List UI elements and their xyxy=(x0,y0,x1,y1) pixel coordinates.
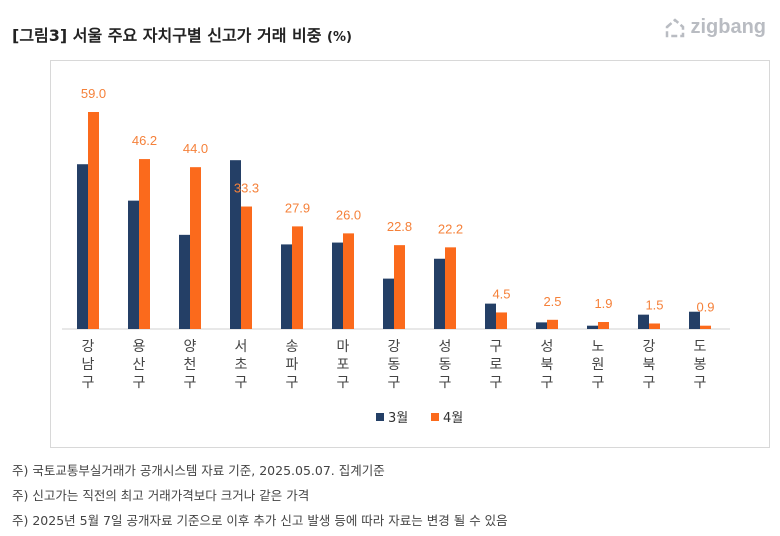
category-label: 봉 xyxy=(694,357,707,373)
data-label: 0.9 xyxy=(696,300,714,315)
bar-4월-성동구 xyxy=(445,247,456,329)
bar-3월-도봉구 xyxy=(689,311,700,329)
bar-4월-노원구 xyxy=(598,322,609,329)
legend-label: 3월 xyxy=(388,411,408,426)
category-label: 강 xyxy=(643,339,656,355)
data-label: 33.3 xyxy=(234,181,259,196)
category-label: 송 xyxy=(286,339,299,355)
bar-4월-강남구 xyxy=(88,112,99,329)
title-text: [그림3] 서울 주요 자치구별 신고가 거래 비중 xyxy=(12,26,322,45)
bar-4월-구로구 xyxy=(496,312,507,329)
category-label: 동 xyxy=(388,357,401,373)
category-label: 강 xyxy=(82,339,95,355)
bar-4월-송파구 xyxy=(292,226,303,329)
bar-3월-마포구 xyxy=(332,242,343,329)
footnote: 주) 국토교통부실거래가 공개시스템 자료 기준, 2025.05.07. 집계… xyxy=(12,463,385,478)
category-label: 구 xyxy=(388,375,401,391)
logo-text: zigbang xyxy=(690,16,766,38)
chart-frame xyxy=(50,60,770,448)
data-label: 26.0 xyxy=(336,207,361,222)
category-label: 구 xyxy=(541,375,554,391)
category-label: 구 xyxy=(82,375,95,391)
data-label: 1.5 xyxy=(645,297,663,312)
category-label: 양 xyxy=(184,339,197,355)
category-label: 초 xyxy=(235,357,248,373)
category-label: 산 xyxy=(133,357,146,373)
category-label: 파 xyxy=(286,357,299,373)
title-unit: (%) xyxy=(327,30,352,45)
category-label: 구 xyxy=(694,375,707,391)
zigbang-logo: zigbang xyxy=(664,16,766,39)
category-label: 성 xyxy=(541,339,554,355)
category-label: 구 xyxy=(490,375,503,391)
data-label: 1.9 xyxy=(594,296,612,311)
bar-3월-서초구 xyxy=(230,160,241,329)
category-label: 구 xyxy=(184,375,197,391)
bar-4월-서초구 xyxy=(241,206,252,329)
category-label: 구 xyxy=(643,375,656,391)
legend-swatch xyxy=(376,413,384,421)
category-label: 동 xyxy=(439,357,452,373)
bar-3월-용산구 xyxy=(128,200,139,329)
data-label: 59.0 xyxy=(81,86,106,101)
bar-3월-성북구 xyxy=(536,322,547,329)
category-label: 남 xyxy=(82,357,95,373)
data-label: 46.2 xyxy=(132,133,157,148)
bar-3월-양천구 xyxy=(179,234,190,329)
footnote: 주) 신고가는 직전의 최고 거래가격보다 크거나 같은 가격 xyxy=(12,488,310,503)
logo-icon xyxy=(666,17,685,37)
bar-3월-노원구 xyxy=(587,325,598,329)
category-label: 강 xyxy=(388,339,401,355)
bar-3월-강남구 xyxy=(77,164,88,329)
data-label: 22.2 xyxy=(438,221,463,236)
bar-3월-강동구 xyxy=(383,278,394,329)
category-label: 구 xyxy=(592,375,605,391)
category-label: 성 xyxy=(439,339,452,355)
bar-4월-양천구 xyxy=(190,167,201,329)
category-label: 북 xyxy=(541,357,554,373)
category-label: 서 xyxy=(235,339,248,355)
data-label: 27.9 xyxy=(285,200,310,215)
category-label: 구 xyxy=(286,375,299,391)
bar-4월-강동구 xyxy=(394,245,405,329)
category-label: 노 xyxy=(592,339,605,355)
bar-3월-송파구 xyxy=(281,244,292,329)
category-label: 구 xyxy=(439,375,452,391)
bar-4월-마포구 xyxy=(343,233,354,329)
data-label: 4.5 xyxy=(492,286,510,301)
bar-4월-용산구 xyxy=(139,159,150,329)
category-label: 북 xyxy=(643,357,656,373)
category-label: 로 xyxy=(490,357,503,373)
bar-3월-구로구 xyxy=(485,303,496,329)
category-label: 용 xyxy=(133,339,146,355)
footnote: 주) 2025년 5월 7일 공개자료 기준으로 이후 추가 신고 발생 등에 … xyxy=(12,513,508,528)
bar-4월-성북구 xyxy=(547,319,558,329)
footnotes: 주) 국토교통부실거래가 공개시스템 자료 기준, 2025.05.07. 집계… xyxy=(12,458,508,533)
bar-3월-성동구 xyxy=(434,258,445,329)
category-label: 구 xyxy=(133,375,146,391)
category-label: 도 xyxy=(694,339,707,355)
legend-swatch xyxy=(431,413,439,421)
category-label: 구 xyxy=(235,375,248,391)
bar-4월-강북구 xyxy=(649,323,660,329)
category-label: 포 xyxy=(337,357,350,373)
category-label: 구 xyxy=(490,339,503,355)
chart-title: [그림3] 서울 주요 자치구별 신고가 거래 비중 (%) xyxy=(12,22,352,46)
data-label: 22.8 xyxy=(387,219,412,234)
category-label: 구 xyxy=(337,375,350,391)
bar-chart: 59.0강남구46.2용산구44.0양천구33.3서초구27.9송파구26.0마… xyxy=(62,86,730,426)
bar-3월-강북구 xyxy=(638,314,649,329)
category-label: 마 xyxy=(337,339,350,355)
category-label: 천 xyxy=(184,357,197,373)
legend-label: 4월 xyxy=(443,411,463,426)
data-label: 2.5 xyxy=(543,294,561,309)
bar-4월-도봉구 xyxy=(700,325,711,329)
data-label: 44.0 xyxy=(183,141,208,156)
category-label: 원 xyxy=(592,357,605,373)
